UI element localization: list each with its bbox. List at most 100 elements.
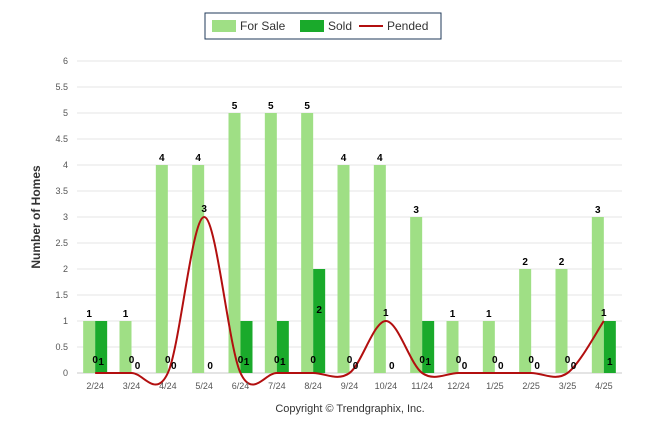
label-for-sale: 3	[595, 205, 601, 216]
bar-for-sale	[337, 165, 350, 373]
label-pended: 0	[274, 355, 280, 366]
bar-for-sale	[482, 321, 495, 373]
legend-label: For Sale	[240, 19, 286, 33]
bar-for-sale	[555, 269, 568, 373]
bar-for-sale	[410, 217, 423, 373]
y-axis-label: Number of Homes	[29, 165, 43, 269]
bar-for-sale	[373, 165, 386, 373]
label-for-sale: 3	[413, 205, 419, 216]
label-sold: 1	[98, 357, 104, 368]
bar-for-sale	[83, 321, 96, 373]
label-sold: 0	[353, 361, 359, 372]
x-tick-label: 9/24	[341, 381, 359, 391]
label-for-sale: 1	[486, 309, 492, 320]
label-sold: 0	[207, 361, 213, 372]
label-for-sale: 1	[450, 309, 456, 320]
x-tick-label: 3/25	[559, 381, 577, 391]
label-sold: 0	[462, 361, 468, 372]
label-for-sale: 5	[232, 101, 238, 112]
label-pended: 0	[238, 355, 244, 366]
label-sold: 0	[534, 361, 540, 372]
label-sold: 1	[280, 357, 286, 368]
x-axis: 2/24 3/24 4/24 5/24 6/24 7/24 8/24 9/24 10/24 11/…	[86, 381, 612, 391]
bar-for-sale	[301, 113, 314, 373]
copyright-text: Copyright © Trendgraphix, Inc.	[275, 403, 424, 415]
label-for-sale: 4	[195, 153, 201, 164]
x-tick-label: 4/25	[595, 381, 613, 391]
label-pended: 0	[92, 355, 98, 366]
y-tick-label: 6	[63, 56, 68, 66]
bar-for-sale	[519, 269, 532, 373]
x-tick-label: 10/24	[375, 381, 398, 391]
bar-for-sale	[155, 165, 168, 373]
label-for-sale: 4	[159, 153, 165, 164]
bar-for-sale	[192, 165, 205, 373]
legend-swatch	[300, 20, 324, 32]
label-sold: 0	[135, 361, 141, 372]
y-tick-label: 3.5	[55, 186, 68, 196]
label-pended: 0	[347, 355, 353, 366]
x-tick-label: 6/24	[232, 381, 250, 391]
label-pended: 0	[310, 355, 316, 366]
x-tick-label: 4/24	[159, 381, 177, 391]
bar-sold	[240, 321, 253, 373]
y-tick-label: 1	[63, 316, 68, 326]
y-tick-label: 4.5	[55, 134, 68, 144]
label-pended: 0	[129, 355, 135, 366]
y-tick-label: 2	[63, 264, 68, 274]
label-for-sale: 1	[123, 309, 129, 320]
label-sold: 0	[571, 361, 577, 372]
label-sold: 1	[425, 357, 431, 368]
pended-line	[95, 215, 605, 386]
bar-sold	[95, 321, 108, 373]
y-tick-label: 0	[63, 368, 68, 378]
x-tick-label: 5/24	[195, 381, 213, 391]
y-tick-label: 0.5	[55, 342, 68, 352]
y-tick-label: 2.5	[55, 238, 68, 248]
legend-swatch	[212, 20, 236, 32]
label-for-sale: 1	[86, 309, 92, 320]
y-axis: 0 0.5 1 1.5 2 2.5 3 3.5 4 4.5 5 5.5 6	[55, 56, 68, 378]
label-sold: 0	[171, 361, 177, 372]
bar-sold	[603, 321, 616, 373]
y-tick-label: 5	[63, 108, 68, 118]
bar-for-sale	[119, 321, 132, 373]
label-for-sale: 4	[377, 153, 383, 164]
label-sold: 1	[607, 357, 613, 368]
y-tick-label: 5.5	[55, 82, 68, 92]
x-tick-label: 7/24	[268, 381, 286, 391]
y-tick-label: 1.5	[55, 290, 68, 300]
x-tick-label: 2/24	[86, 381, 104, 391]
label-for-sale: 4	[341, 153, 347, 164]
label-pended: 0	[565, 355, 571, 366]
bar-sold	[313, 269, 326, 373]
label-pended: 0	[419, 355, 425, 366]
bar-sold	[422, 321, 435, 373]
legend-label: Pended	[387, 19, 428, 33]
label-for-sale: 2	[522, 257, 528, 268]
label-pended: 3	[201, 204, 207, 215]
x-tick-label: 3/24	[123, 381, 141, 391]
x-tick-label: 1/25	[486, 381, 504, 391]
label-pended: 0	[492, 355, 498, 366]
x-tick-label: 12/24	[447, 381, 470, 391]
y-tick-label: 4	[63, 160, 68, 170]
label-pended: 1	[383, 308, 389, 319]
legend-label: Sold	[328, 19, 352, 33]
label-pended: 0	[165, 355, 171, 366]
label-pended: 0	[456, 355, 462, 366]
label-pended: 1	[601, 308, 607, 319]
x-tick-label: 8/24	[304, 381, 322, 391]
bar-sold	[276, 321, 289, 373]
bar-for-sale	[591, 217, 604, 373]
label-for-sale: 5	[304, 101, 310, 112]
x-tick-label: 2/25	[522, 381, 540, 391]
line-pended	[95, 215, 605, 386]
bar-for-sale	[446, 321, 459, 373]
label-for-sale: 2	[559, 257, 565, 268]
legend: For Sale Sold Pended	[204, 12, 442, 40]
bar-for-sale	[228, 113, 241, 373]
label-for-sale: 5	[268, 101, 274, 112]
